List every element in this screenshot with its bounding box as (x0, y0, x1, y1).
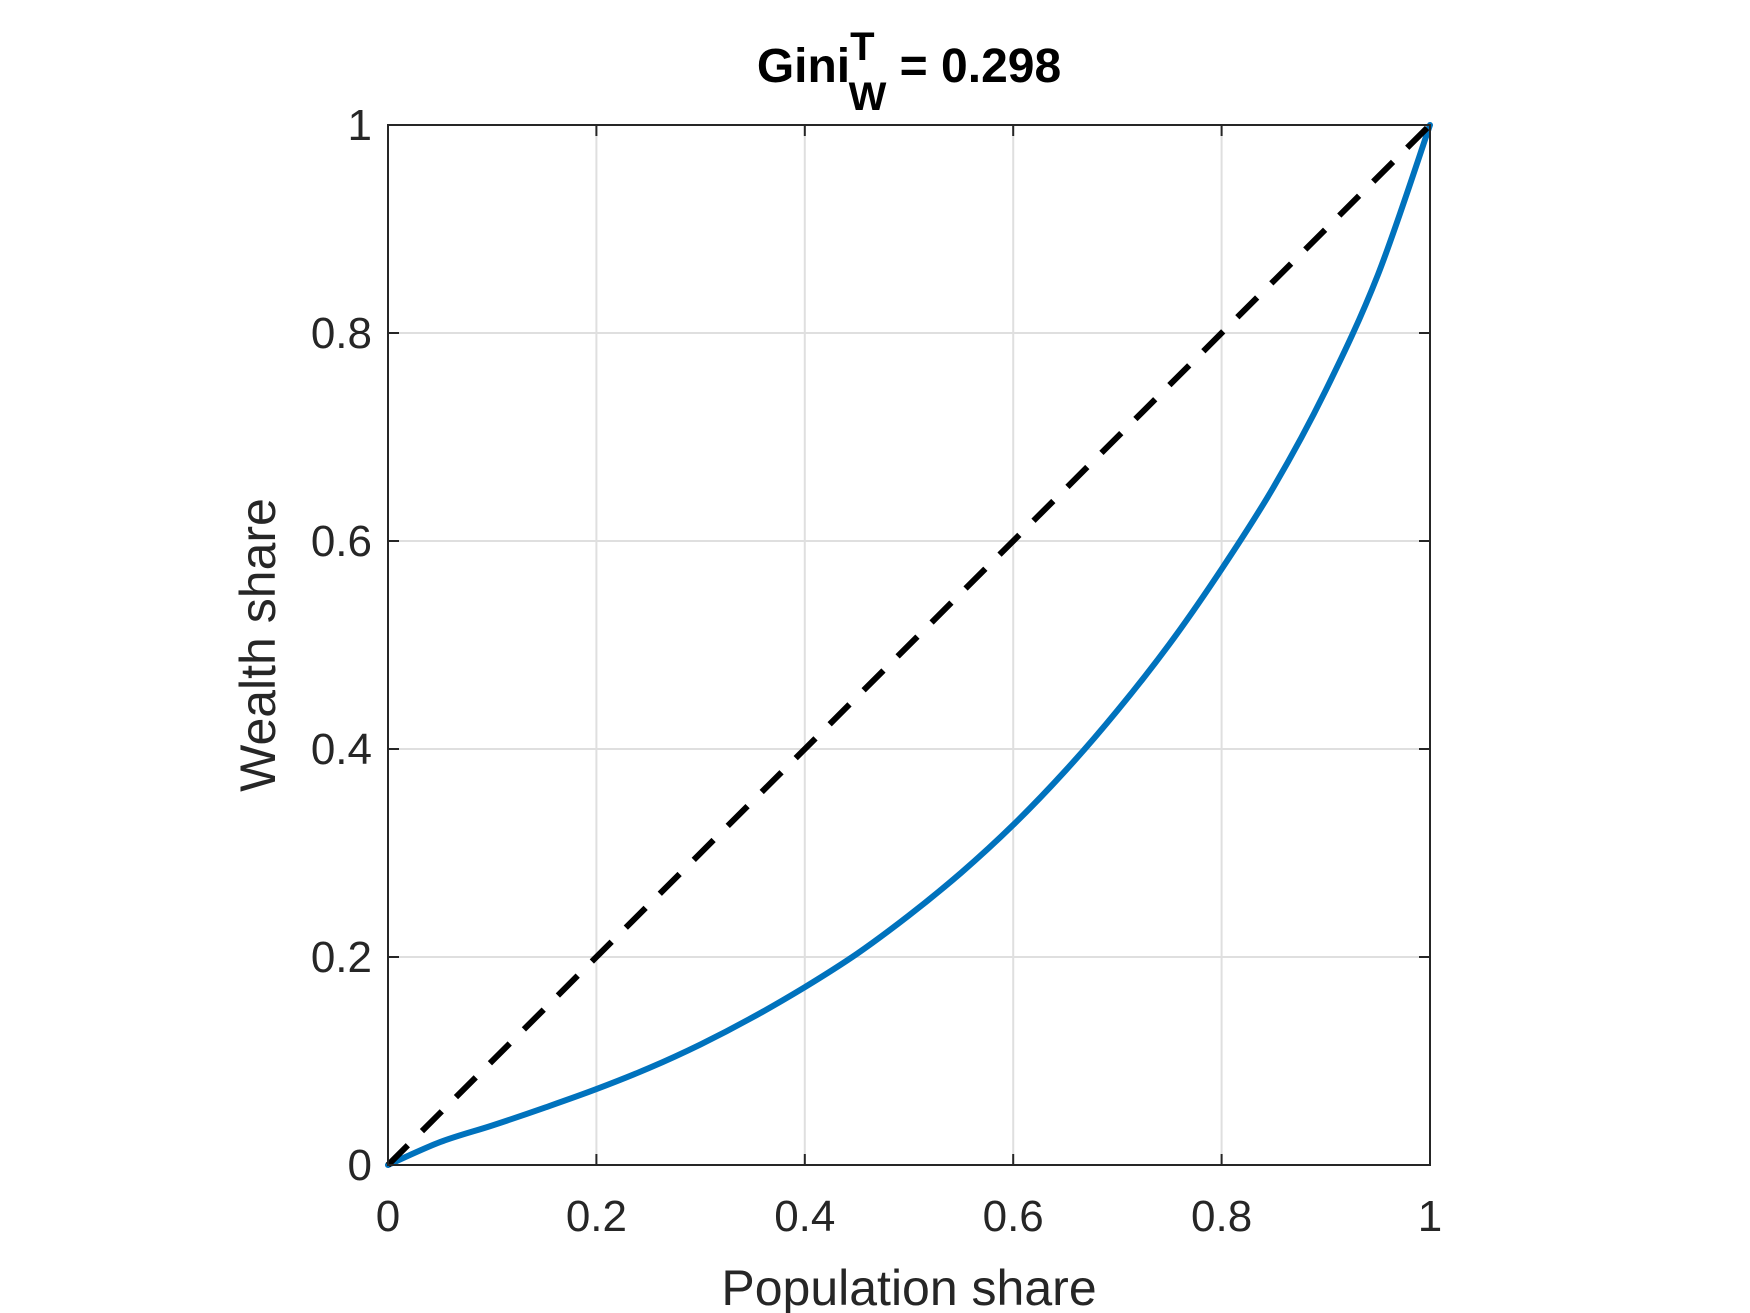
equality-line (385, 122, 1433, 1168)
y-axis-label: Wealth share (230, 498, 286, 792)
lorenz-curve (385, 122, 1433, 1168)
title-suffix: = 0.298 (886, 40, 1061, 93)
x-tick-label: 0.2 (566, 1192, 627, 1241)
x-tick-label: 0.6 (983, 1192, 1044, 1241)
y-tick-label: 0.6 (311, 517, 372, 566)
y-tick-label: 0 (348, 1141, 372, 1190)
x-axis-label: Population share (721, 1260, 1096, 1313)
y-tick-label: 0.8 (311, 309, 372, 358)
x-tick-label: 0.8 (1191, 1192, 1252, 1241)
title-subscript: W (849, 75, 887, 119)
title-base: Gini (757, 40, 850, 93)
chart-title: GiniT W = 0.298 (757, 25, 1061, 119)
axis-ticks: 0 0.2 0.4 0.6 0.8 1 0 0.2 0.4 0.6 0.8 1 (311, 101, 1442, 1241)
title-superscript: T (850, 25, 874, 69)
x-tick-label: 1 (1418, 1192, 1442, 1241)
y-tick-label: 0.4 (311, 725, 372, 774)
grid-lines (388, 125, 1430, 1165)
plot-frame (387, 124, 1431, 1166)
y-tick-label: 0.2 (311, 933, 372, 982)
series-lines (385, 122, 1433, 1168)
y-tick-label: 1 (348, 101, 372, 150)
x-tick-label: 0.4 (774, 1192, 835, 1241)
x-tick-label: 0 (376, 1192, 400, 1241)
